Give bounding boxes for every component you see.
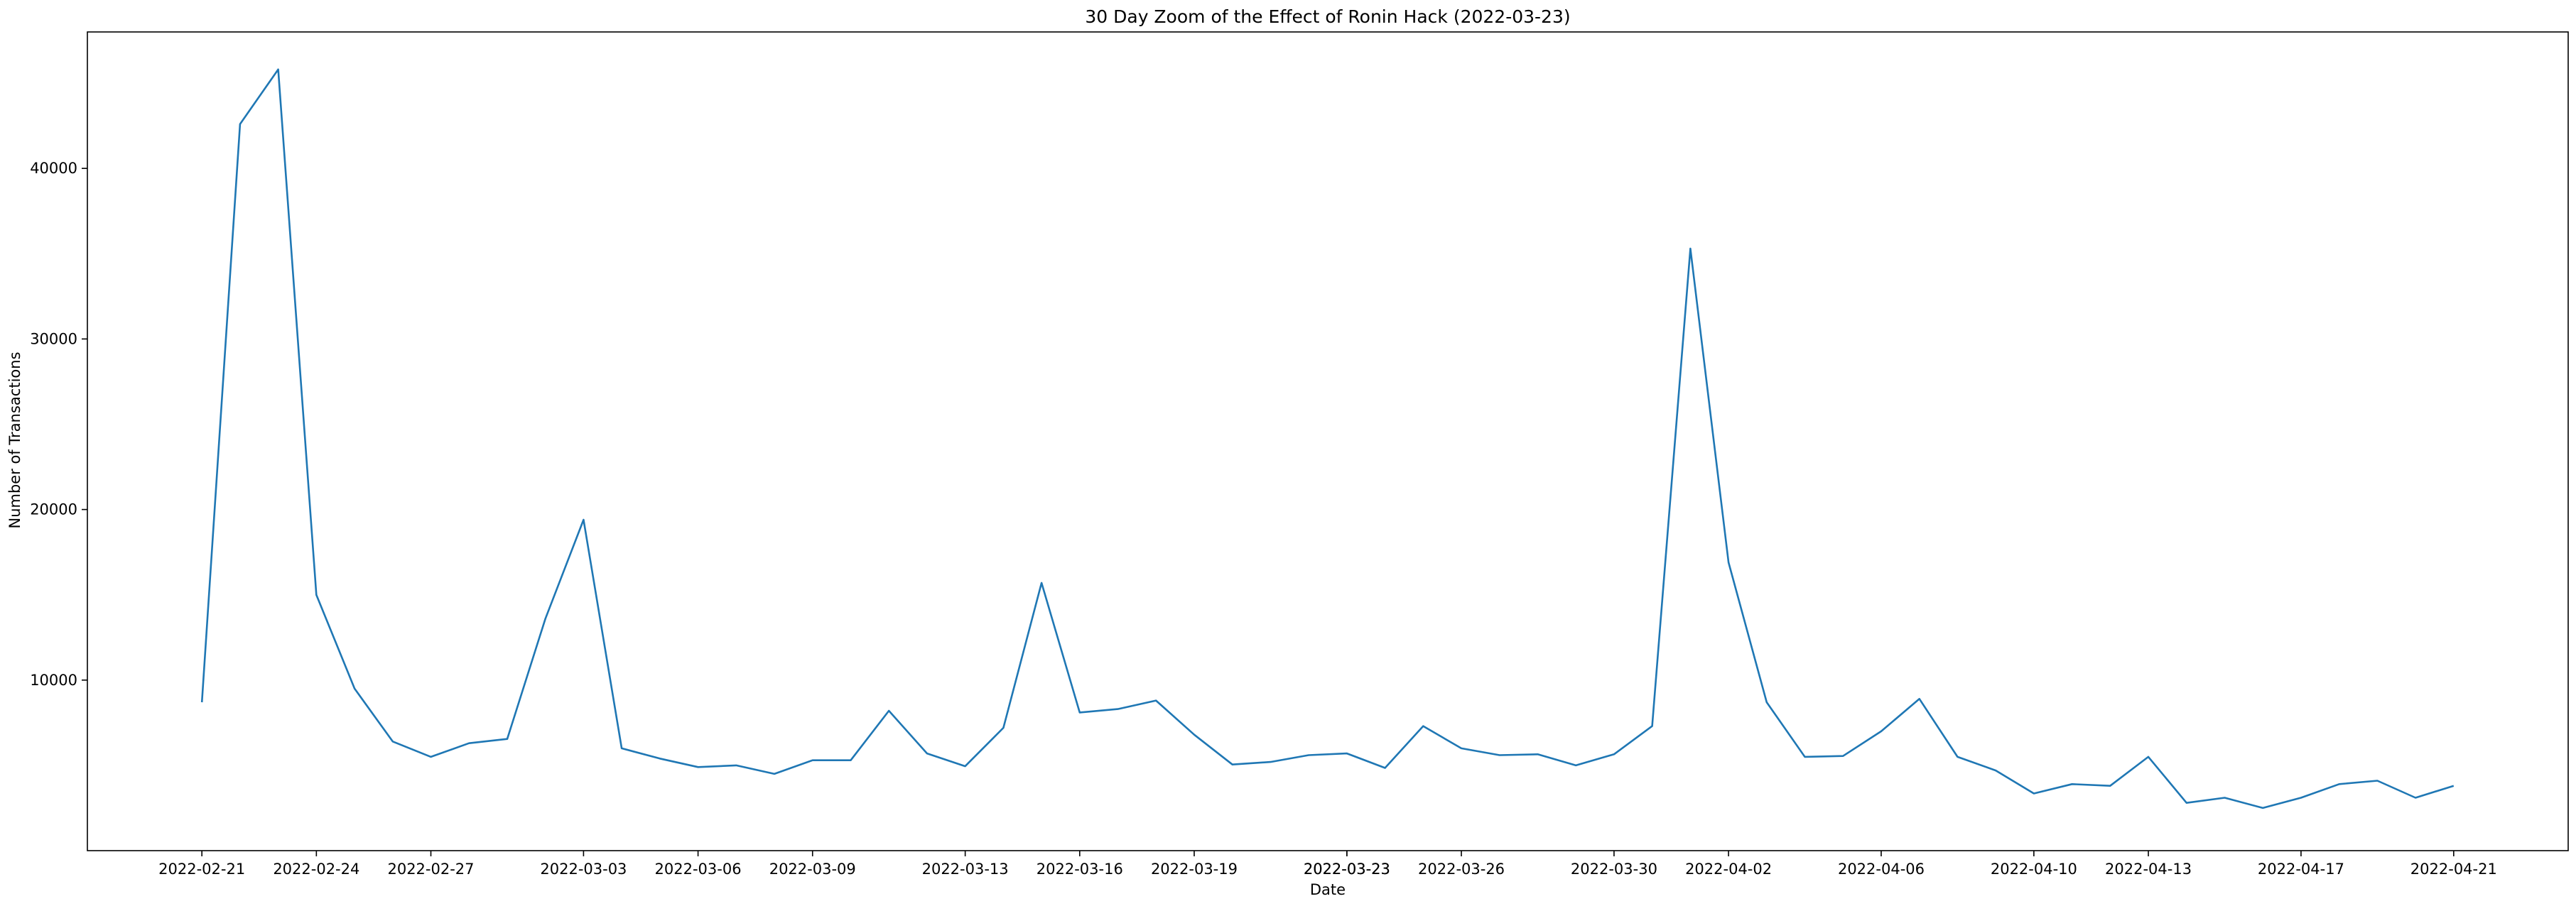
x-tick-label: 2022-04-10 <box>1991 861 2077 878</box>
x-tick-label: 2022-03-06 <box>655 861 742 878</box>
x-tick-label: 2022-03-16 <box>1037 861 1123 878</box>
y-tick-label: 30000 <box>30 330 77 347</box>
x-tick-label: 2022-03-13 <box>922 861 1009 878</box>
x-tick-label: 2022-03-03 <box>540 861 627 878</box>
x-tick-label: 2022-04-21 <box>2410 861 2497 878</box>
x-tick-label: 2022-03-09 <box>769 861 856 878</box>
x-tick-label: 2022-03-26 <box>1418 861 1505 878</box>
y-tick-label: 40000 <box>30 160 77 177</box>
y-axis-title: Number of Transactions <box>6 351 23 528</box>
x-tick-label: 2022-02-27 <box>387 861 474 878</box>
x-tick-label: 2022-04-06 <box>1838 861 1925 878</box>
x-tick-label: 2022-04-17 <box>2258 861 2344 878</box>
x-tick-label: 2022-02-21 <box>158 861 245 878</box>
x-tick-label: 2022-03-30 <box>1571 861 1657 878</box>
y-tick-label: 20000 <box>30 501 77 518</box>
x-tick-label: 2022-03-23 <box>1304 861 1390 878</box>
x-tick-label: 2022-02-24 <box>273 861 359 878</box>
x-tick-label: 2022-03-19 <box>1151 861 1238 878</box>
y-tick-label: 10000 <box>30 672 77 689</box>
x-tick-label: 2022-04-13 <box>2105 861 2192 878</box>
chart-title: 30 Day Zoom of the Effect of Ronin Hack … <box>1085 6 1570 27</box>
x-tick-label: 2022-04-02 <box>1685 861 1772 878</box>
x-axis-title: Date <box>1310 881 1346 898</box>
